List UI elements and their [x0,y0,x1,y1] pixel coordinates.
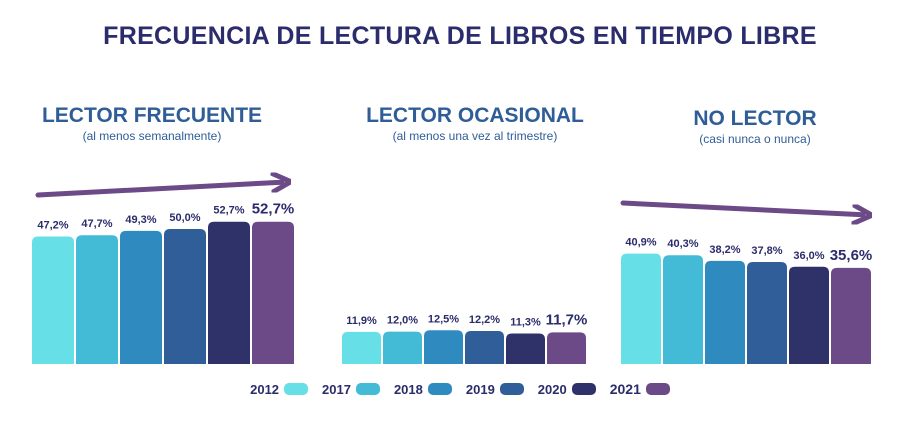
data-label-lector-frecuente-2020: 52,7% [213,205,244,217]
bar-lector-frecuente-2021 [252,221,294,364]
bar-lector-frecuente-2019 [164,229,206,364]
data-label-lector-frecuente-2017: 47,7% [81,218,112,230]
data-label-lector-ocasional-2017: 12,0% [387,315,418,327]
data-label-no-lector-2018: 38,2% [709,244,740,256]
data-label-lector-frecuente-2018: 49,3% [125,214,156,226]
legend-item-2017: 2017 [322,382,380,397]
legend-swatch-2012 [284,383,309,395]
bar-no-lector-2018 [705,260,745,364]
legend-swatch-2017 [355,383,380,395]
bar-lector-ocasional-2019 [465,331,504,364]
bar-no-lector-2012 [621,253,661,364]
legend-label-2021: 2021 [609,381,641,397]
trend-arrow-no-lector [620,200,863,215]
data-label-no-lector-2020: 36,0% [793,250,824,262]
legend-item-2020: 2020 [538,382,596,397]
legend-label-2020: 2020 [537,381,567,397]
bar-lector-ocasional-2017 [383,331,422,364]
group-subtitle-lector-ocasional: (al menos una vez al trimestre) [392,129,558,143]
data-label-lector-ocasional-2012: 11,9% [346,315,377,327]
bar-lector-ocasional-2018 [424,330,463,364]
data-label-lector-ocasional-2020: 11,3% [510,316,541,328]
data-label-lector-frecuente-2012: 47,2% [37,220,68,232]
bar-lector-ocasional-2020 [506,333,545,364]
legend-label-2019: 2019 [465,381,495,397]
group-title-lector-ocasional: LECTOR OCASIONAL [366,104,584,127]
data-label-no-lector-2019: 37,8% [751,245,782,257]
data-label-no-lector-2017: 40,3% [667,238,698,250]
legend-swatch-2018 [427,383,452,395]
data-label-lector-ocasional-2021: 11,7% [546,311,588,328]
legend-label-2017: 2017 [322,381,351,397]
legend-swatch-2021 [645,383,670,395]
legend: 2012 2017 2018 2019 2020 2021 [0,381,920,397]
legend-item-2019: 2019 [466,382,524,397]
bar-lector-ocasional-2021 [547,332,586,364]
trend-arrow-lector-frecuente [35,182,282,198]
bar-lector-frecuente-2020 [208,221,250,364]
legend-item-2021: 2021 [610,381,670,397]
legend-item-2018: 2018 [394,382,452,397]
legend-label-2012: 2012 [250,381,280,397]
legend-swatch-2020 [571,383,596,395]
bar-no-lector-2017 [663,255,703,364]
data-label-no-lector-2012: 40,9% [625,237,656,249]
legend-label-2018: 2018 [393,381,423,397]
data-label-lector-frecuente-2021: 52,7% [252,201,295,218]
bar-no-lector-2019 [747,261,787,364]
bar-no-lector-2020 [789,266,829,364]
data-label-lector-frecuente-2019: 50,0% [169,212,200,224]
legend-swatch-2019 [499,383,524,395]
data-label-no-lector-2021: 35,6% [830,247,873,264]
bar-no-lector-2021 [831,267,871,364]
bar-lector-frecuente-2018 [120,230,162,364]
group-subtitle-lector-frecuente: (al menos semanalmente) [82,129,222,143]
data-label-lector-ocasional-2018: 12,5% [428,313,459,325]
group-subtitle-no-lector: (casi nunca o nunca) [699,132,811,146]
bar-lector-frecuente-2012 [32,236,74,364]
bar-lector-frecuente-2017 [76,235,118,364]
chart-title: FRECUENCIA DE LECTURA DE LIBROS EN TIEMP… [103,22,817,50]
data-label-lector-ocasional-2019: 12,2% [469,314,500,326]
group-title-no-lector: NO LECTOR [693,107,817,130]
group-title-lector-frecuente: LECTOR FRECUENTE [41,104,263,127]
bar-lector-ocasional-2012 [342,331,381,364]
legend-item-2012: 2012 [250,381,309,397]
